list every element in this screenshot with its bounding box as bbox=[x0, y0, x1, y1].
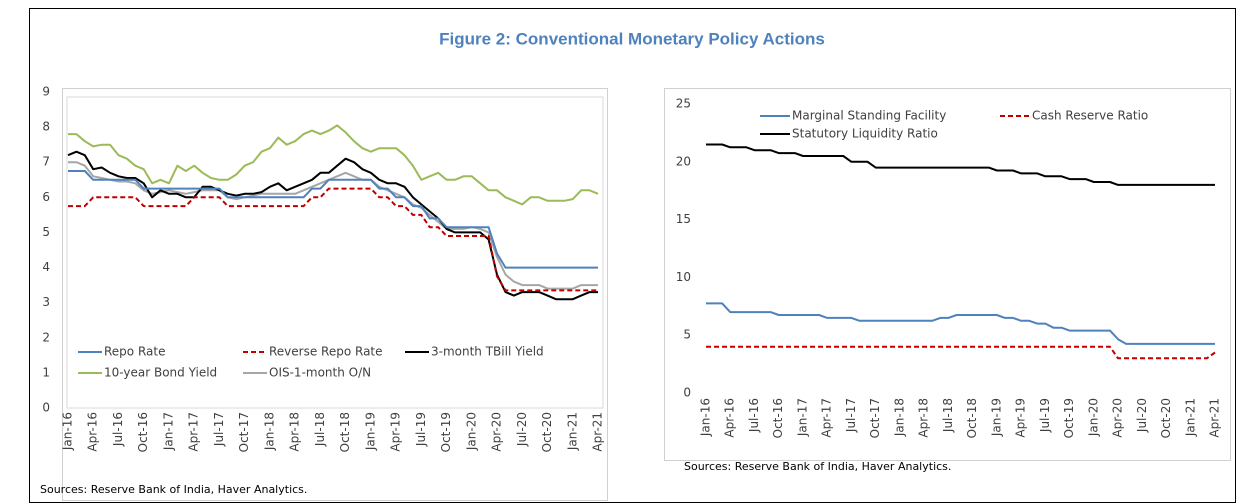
x-tick-label: Jan-20 bbox=[464, 412, 478, 451]
y-tick-label: 15 bbox=[676, 212, 691, 226]
x-tick-label: Jul-16 bbox=[747, 398, 761, 433]
y-tick-label: 0 bbox=[683, 386, 691, 400]
series-line bbox=[706, 302, 1215, 345]
x-tick-label: Apr-17 bbox=[187, 412, 201, 452]
series-line bbox=[68, 124, 599, 206]
x-tick-label: Apr-17 bbox=[820, 398, 834, 438]
series-line bbox=[68, 170, 598, 269]
x-tick-label: Apr-20 bbox=[490, 412, 504, 452]
legend-label: Statutory Liquidity Ratio bbox=[792, 127, 938, 141]
x-tick-label: Oct-17 bbox=[237, 412, 251, 452]
series-line bbox=[67, 150, 598, 301]
legend-label: Repo Rate bbox=[104, 345, 165, 359]
y-tick-label: 0 bbox=[42, 401, 50, 415]
x-tick-label: Jan-18 bbox=[262, 412, 276, 451]
x-tick-label: Jan-16 bbox=[699, 398, 713, 437]
source-note: Sources: Reserve Bank of India, Haver An… bbox=[684, 460, 951, 473]
x-tick-label: Oct-16 bbox=[771, 398, 785, 438]
left-chart-frame bbox=[62, 88, 608, 501]
source-note: Sources: Reserve Bank of India, Haver An… bbox=[40, 483, 307, 496]
x-tick-label: Apr-18 bbox=[917, 398, 931, 438]
y-tick-label: 2 bbox=[42, 330, 50, 344]
x-tick-label: Jul-16 bbox=[111, 412, 125, 447]
y-tick-label: 25 bbox=[676, 97, 691, 111]
y-tick-label: 5 bbox=[42, 225, 50, 239]
series-line bbox=[706, 345, 1216, 360]
x-tick-label: Oct-20 bbox=[540, 412, 554, 452]
x-tick-label: Jul-18 bbox=[941, 398, 955, 433]
x-tick-label: Apr-18 bbox=[288, 412, 302, 452]
x-tick-label: Apr-20 bbox=[1111, 398, 1125, 438]
y-tick-label: 5 bbox=[683, 328, 691, 342]
series-line bbox=[68, 161, 598, 290]
x-tick-label: Oct-16 bbox=[136, 412, 150, 452]
x-tick-label: Apr-21 bbox=[591, 412, 605, 452]
x-tick-label: Jul-17 bbox=[212, 412, 226, 447]
x-tick-label: Jan-17 bbox=[161, 412, 175, 451]
x-tick-label: Oct-19 bbox=[1062, 398, 1076, 438]
figure-frame bbox=[29, 8, 1236, 503]
x-tick-label: Jan-19 bbox=[989, 398, 1003, 437]
y-tick-label: 8 bbox=[42, 120, 50, 134]
series-line bbox=[706, 143, 1215, 186]
y-tick-label: 7 bbox=[42, 155, 50, 169]
y-tick-label: 4 bbox=[42, 260, 50, 274]
series-line bbox=[68, 187, 598, 292]
y-tick-label: 9 bbox=[42, 85, 50, 99]
y-tick-label: 1 bbox=[42, 365, 50, 379]
x-tick-label: Jul-17 bbox=[844, 398, 858, 433]
legend-label: OIS-1-month O/N bbox=[269, 366, 371, 380]
figure-title: Figure 2: Conventional Monetary Policy A… bbox=[439, 29, 825, 48]
y-tick-label: 20 bbox=[676, 154, 691, 168]
x-tick-label: Jul-20 bbox=[1135, 398, 1149, 433]
legend-label: 3-month TBill Yield bbox=[431, 345, 544, 359]
x-tick-label: Apr-19 bbox=[389, 412, 403, 452]
plot-frame bbox=[66, 96, 604, 409]
x-tick-label: Jul-19 bbox=[1038, 398, 1052, 433]
x-tick-label: Jan-21 bbox=[565, 412, 579, 451]
legend-label: Reverse Repo Rate bbox=[269, 345, 383, 359]
x-tick-label: Jan-20 bbox=[1086, 398, 1100, 437]
legend-label: 10-year Bond Yield bbox=[104, 366, 217, 380]
x-tick-label: Apr-19 bbox=[1014, 398, 1028, 438]
right-chart-frame bbox=[664, 88, 1231, 461]
x-tick-label: Oct-20 bbox=[1159, 398, 1173, 438]
x-tick-label: Jan-21 bbox=[1183, 398, 1197, 437]
y-tick-label: 3 bbox=[42, 295, 50, 309]
y-tick-label: 6 bbox=[42, 190, 50, 204]
x-tick-label: Oct-18 bbox=[338, 412, 352, 452]
x-tick-label: Apr-16 bbox=[86, 412, 100, 452]
x-tick-label: Jul-19 bbox=[414, 412, 428, 447]
x-tick-label: Apr-21 bbox=[1208, 398, 1222, 438]
x-tick-label: Jan-18 bbox=[892, 398, 906, 437]
legend-label: Marginal Standing Facility bbox=[792, 109, 946, 123]
x-tick-label: Jan-17 bbox=[795, 398, 809, 437]
x-tick-label: Oct-19 bbox=[439, 412, 453, 452]
legend-label: Cash Reserve Ratio bbox=[1032, 109, 1148, 123]
x-tick-label: Jul-18 bbox=[313, 412, 327, 447]
y-tick-label: 10 bbox=[676, 270, 691, 284]
x-tick-label: Oct-18 bbox=[965, 398, 979, 438]
x-tick-label: Oct-17 bbox=[868, 398, 882, 438]
x-tick-label: Jul-20 bbox=[515, 412, 529, 447]
x-tick-label: Jan-16 bbox=[61, 412, 75, 451]
x-tick-label: Jan-19 bbox=[363, 412, 377, 451]
x-tick-label: Apr-16 bbox=[723, 398, 737, 438]
